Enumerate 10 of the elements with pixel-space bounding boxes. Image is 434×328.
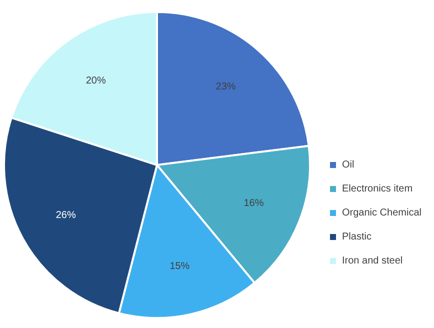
legend-label: Organic Chemical [342,208,422,219]
data-label: 26% [56,210,76,221]
legend-label: Plastic [342,232,372,243]
data-label: 23% [216,82,236,93]
legend-label: Oil [342,160,354,171]
data-label: 16% [244,198,264,209]
legend-label: Iron and steel [342,256,403,267]
data-label: 20% [86,75,106,86]
legend-label: Electronics item [342,184,413,195]
data-label: 15% [170,261,190,272]
